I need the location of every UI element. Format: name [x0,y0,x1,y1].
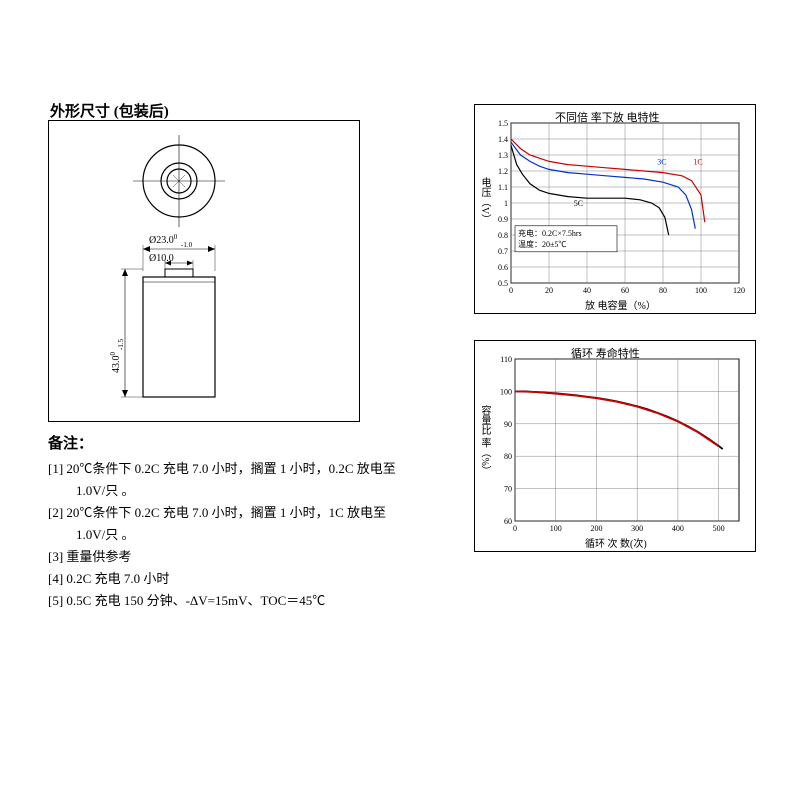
note-3: [3] 重量供参考 [48,546,408,568]
dimensions-drawing: Ø23.00-1.0 Ø10.0 43.00-1.5 [48,120,360,422]
datasheet-page: 外形尺寸 (包装后) [0,0,800,800]
svg-text:0.8: 0.8 [498,231,508,240]
svg-text:100: 100 [695,286,707,295]
cycle-life-chart: 循环 寿命特性 0 100 200 300 400 500 60 70 80 90 100 110 循… [474,340,756,552]
svg-text:110: 110 [500,355,512,364]
chart2-ylabel: 容量比 率（%） [477,405,492,476]
svg-text:100: 100 [550,524,562,533]
height-text: 43.00-1.5 [109,338,125,373]
svg-text:1.5: 1.5 [498,119,508,128]
svg-text:3C: 3C [657,158,666,167]
svg-text:0: 0 [509,286,513,295]
svg-text:1.2: 1.2 [498,167,508,176]
note-2: [2] 20℃条件下 0.2C 充电 7.0 小时，搁置 1 小时，1C 放电至… [48,502,408,546]
chart2-svg: 0 100 200 300 400 500 60 70 80 90 100 110 [475,341,755,551]
svg-text:60: 60 [504,517,512,526]
chart1-title: 不同倍 率下放 电特性 [555,109,660,125]
battery-cell-drawing: Ø23.00-1.0 Ø10.0 43.00-1.5 [49,121,359,421]
chart1-svg: 0 20 40 60 80 100 120 0.5 0.6 0.7 0.8 0.9 1 1.1 1.2 1.3… [475,105,755,313]
svg-text:40: 40 [583,286,591,295]
svg-text:500: 500 [713,524,725,533]
svg-text:1: 1 [504,199,508,208]
svg-text:1.3: 1.3 [498,151,508,160]
inner-dia-text: Ø10.0 [149,253,174,264]
svg-text:90: 90 [504,420,512,429]
discharge-rate-chart: 不同倍 率下放 电特性 0204060801001200.50.60.70.80… [474,104,756,314]
svg-text:1C: 1C [693,158,702,167]
svg-text:80: 80 [659,286,667,295]
svg-text:300: 300 [631,524,643,533]
notes-header: 备注： [48,432,408,458]
svg-text:0.6: 0.6 [498,263,508,272]
svg-text:20: 20 [545,286,553,295]
svg-text:0.9: 0.9 [498,215,508,224]
svg-text:70: 70 [504,485,512,494]
svg-text:0.7: 0.7 [498,247,508,256]
svg-text:400: 400 [672,524,684,533]
svg-text:120: 120 [733,286,745,295]
notes-section: 备注： [1] 20℃条件下 0.2C 充电 7.0 小时，搁置 1 小时，0.… [48,432,408,612]
svg-text:0: 0 [513,524,517,533]
chart1-ylabel: 电压（V） [477,177,492,224]
svg-text:充电：0.2C×7.5hrs: 充电：0.2C×7.5hrs [518,228,582,238]
chart1-xlabel: 放 电容量（%） [585,297,656,312]
svg-text:1.1: 1.1 [498,183,508,192]
note-4: [4] 0.2C 充电 7.0 小时 [48,568,408,590]
svg-text:温度：20±5℃: 温度：20±5℃ [518,239,566,249]
note-5: [5] 0.5C 充电 150 分钟、-ΔV=15mV、TOC＝45℃ [48,590,408,612]
svg-text:200: 200 [590,524,602,533]
chart2-xlabel: 循环 次 数(次) [585,535,647,550]
note-1: [1] 20℃条件下 0.2C 充电 7.0 小时，搁置 1 小时，0.2C 放… [48,458,408,502]
svg-text:60: 60 [621,286,629,295]
dimensions-title: 外形尺寸 (包装后) [50,100,169,121]
svg-text:100: 100 [500,387,512,396]
svg-text:0.5: 0.5 [498,279,508,288]
svg-text:1.4: 1.4 [498,135,508,144]
outer-dia-text: Ø23.00-1.0 [149,233,193,249]
svg-text:80: 80 [504,452,512,461]
chart2-title: 循环 寿命特性 [571,345,640,361]
svg-text:5C: 5C [574,199,583,208]
